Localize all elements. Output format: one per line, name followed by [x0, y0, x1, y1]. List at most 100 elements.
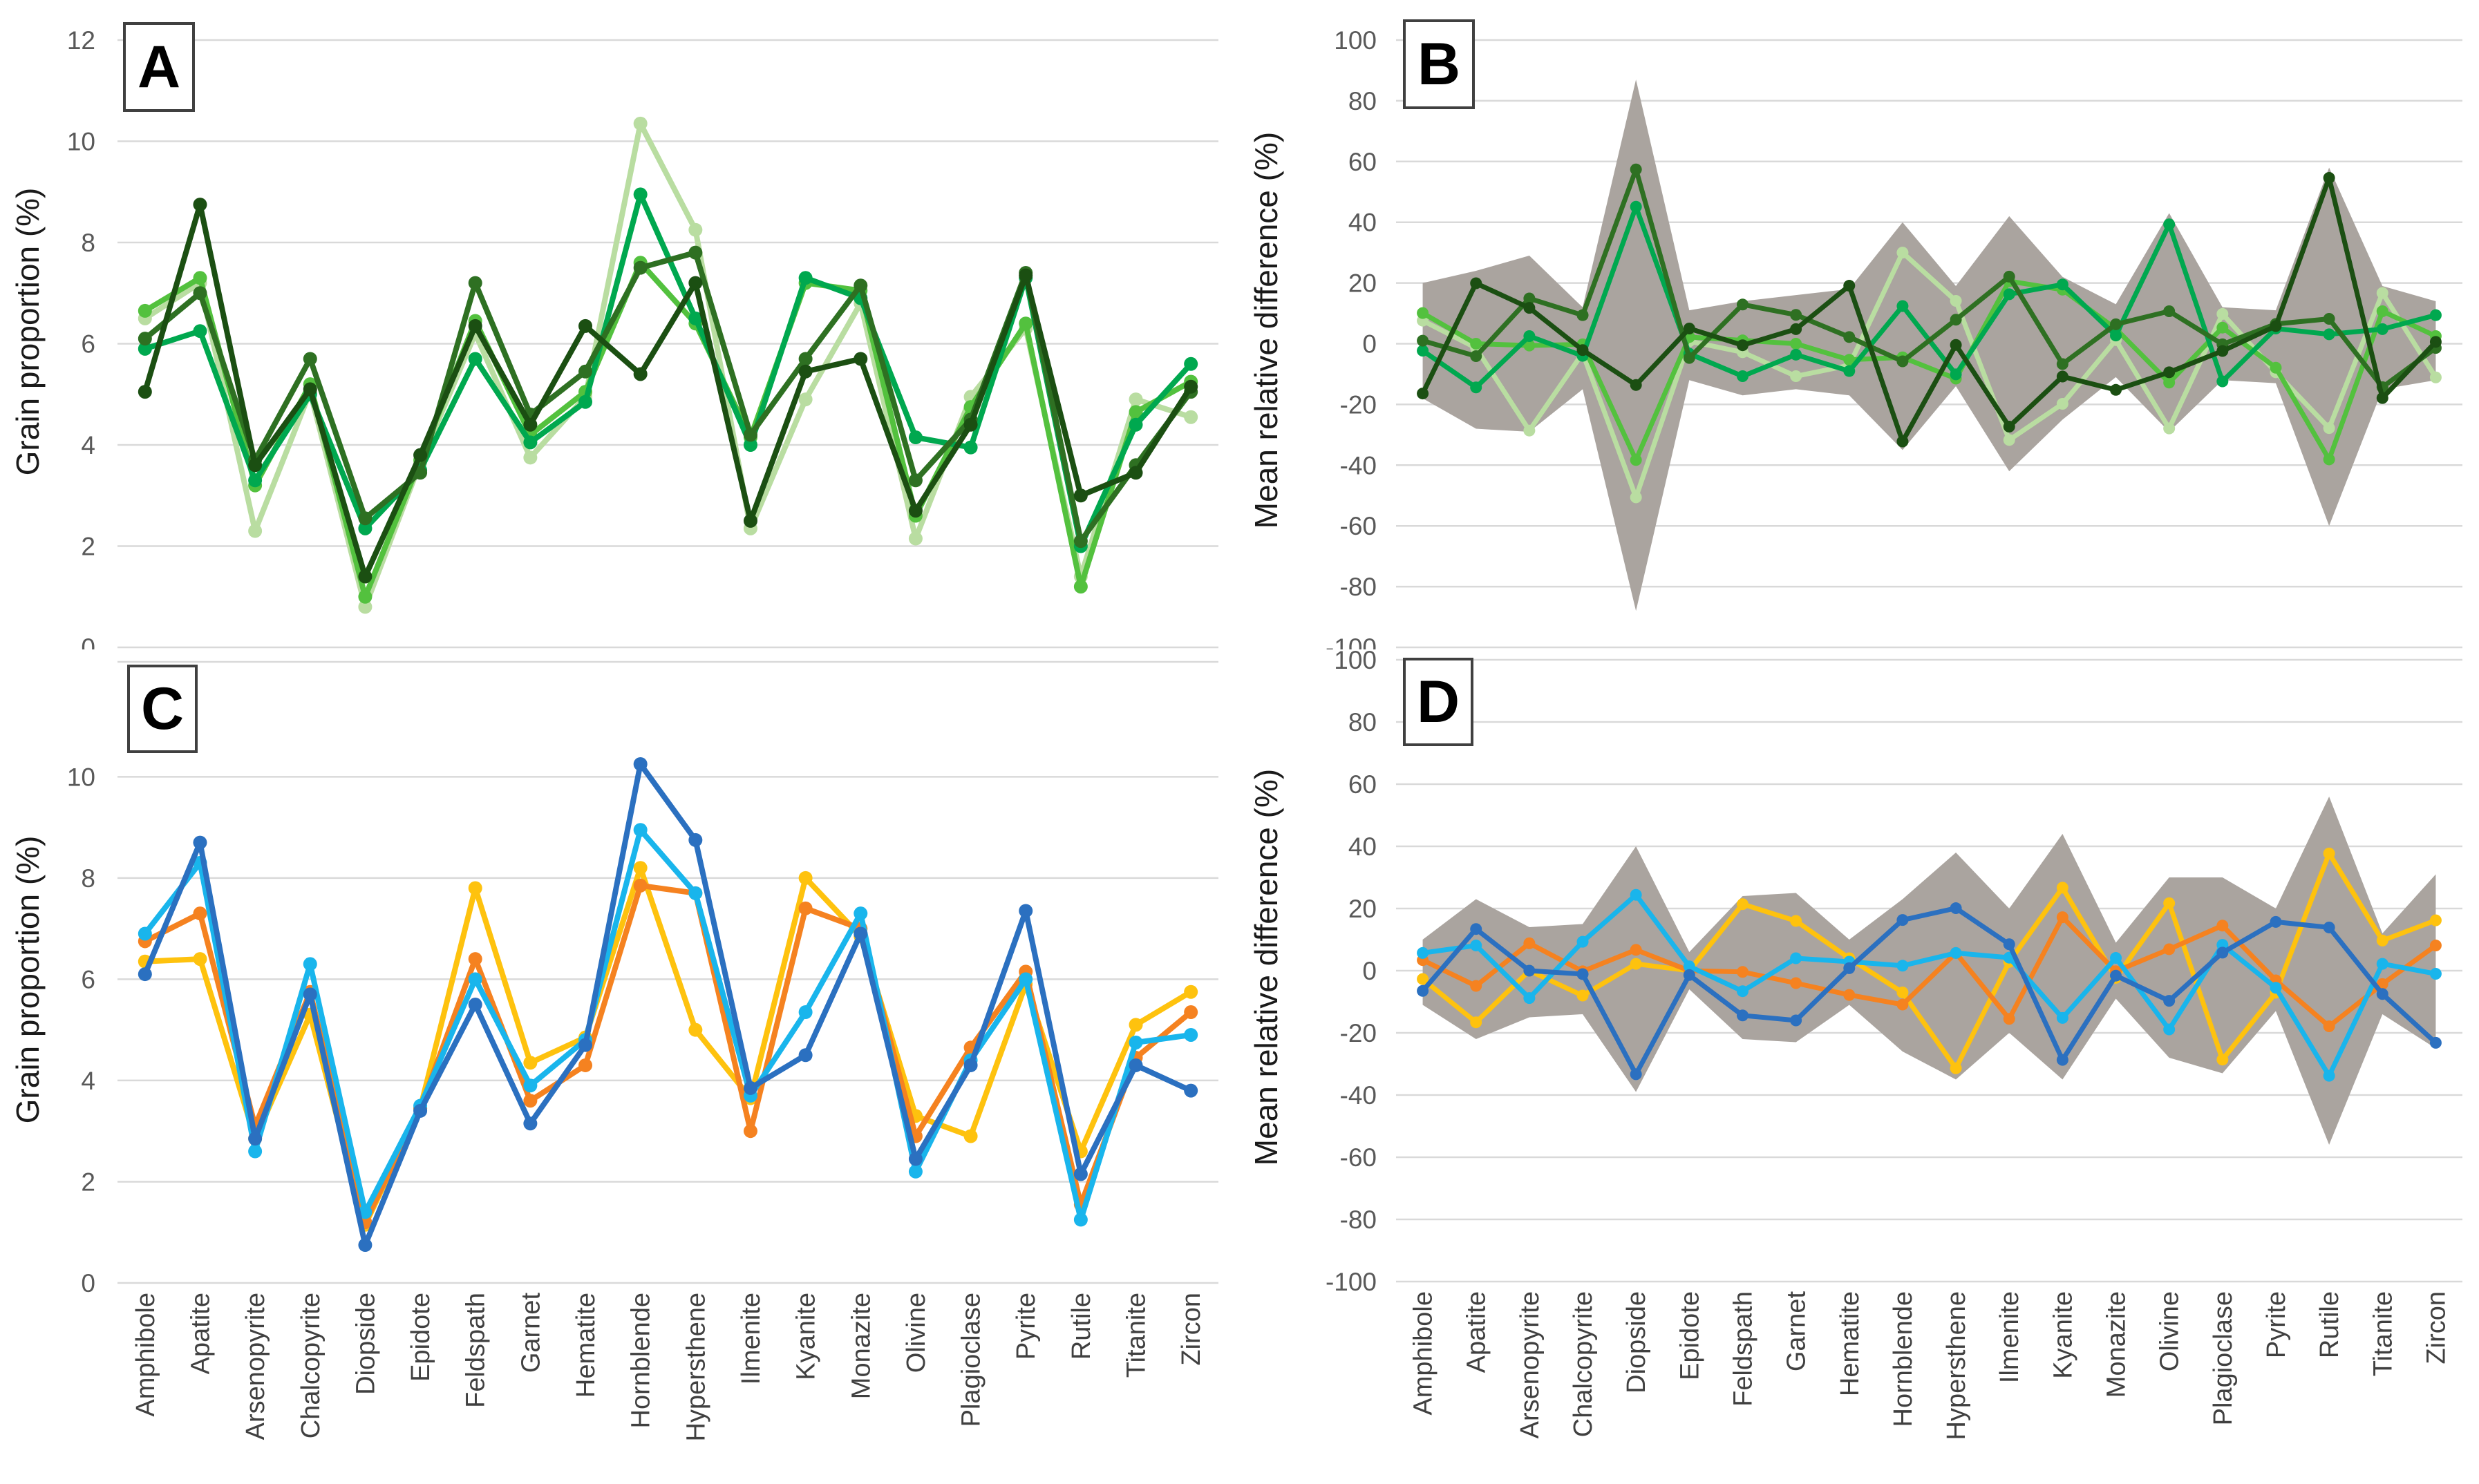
light-blue-point [2270, 982, 2282, 994]
orange-point [2323, 1020, 2335, 1033]
x-category-label: Titanite [1122, 1293, 1151, 1378]
dark-green-point [854, 278, 868, 293]
x-category-label: Hematite [572, 1293, 601, 1398]
x-category-label: Olivine [2156, 1291, 2185, 1371]
y-tick-label: 10 [67, 128, 95, 156]
orange-line [142, 882, 1194, 1226]
light-green-point [358, 589, 373, 604]
emerald-green-point [963, 440, 978, 455]
x-category-label: Feldspath [1728, 1291, 1757, 1407]
pale-green-point [2163, 422, 2176, 435]
x-category-label: Kyanite [792, 1293, 821, 1380]
light-blue-point [1736, 985, 1749, 998]
x-category-label: Titanite [2368, 1291, 2397, 1376]
y-tick-label: 6 [81, 330, 95, 359]
x-category-label: Chalcopyrite [296, 1293, 326, 1438]
light-green-point [2376, 305, 2388, 317]
x-category-label: Olivine [902, 1293, 931, 1373]
blue-point [1896, 914, 1909, 926]
pale-green-point [358, 600, 373, 614]
band-envelope [1422, 797, 2436, 1145]
y-tick-label: -60 [1340, 512, 1377, 540]
x-category-label: Garnet [1782, 1291, 1811, 1372]
light-blue-point [1790, 952, 1802, 964]
x-category-label: Rutile [2315, 1291, 2344, 1358]
x-category-label: Feldspath [462, 1293, 491, 1408]
yellow-point [2429, 914, 2442, 926]
yellow-point [1896, 987, 1909, 998]
yellow-point [523, 1056, 538, 1070]
dark-green-point [2163, 305, 2176, 317]
pale-green-point [1523, 424, 1536, 437]
x-category-label: Plagioclase [2209, 1291, 2238, 1425]
light-blue-point [1470, 940, 1482, 952]
light-blue-point [1523, 992, 1536, 1005]
emerald-green-point [2376, 323, 2388, 335]
x-category-label: Hypersthene [681, 1293, 710, 1441]
x-category-label: Hornblende [1889, 1291, 1918, 1427]
dark-green-point [1630, 163, 1642, 175]
light-blue-point [2163, 1023, 2176, 1036]
darkest-green-point [1019, 268, 1033, 283]
y-tick-label: 8 [81, 864, 95, 893]
blue-line [142, 761, 1194, 1248]
dark-green-point [468, 276, 482, 290]
darkest-green-point [193, 198, 207, 212]
orange-point [633, 878, 648, 893]
y-tick-label: 60 [1348, 148, 1377, 176]
emerald-green-point [248, 473, 263, 488]
band-envelope [1422, 79, 2436, 611]
darkest-green-point [1683, 323, 1695, 335]
orange-point [193, 906, 207, 921]
x-category-label: Hematite [1836, 1291, 1865, 1396]
panel-a-label-box: A [123, 22, 195, 112]
y-tick-label: -20 [1340, 390, 1377, 419]
dark-green-point [193, 286, 207, 301]
darkest-green-point [908, 504, 923, 518]
orange-point [1184, 1005, 1198, 1020]
emerald-green-point [908, 430, 923, 445]
y-tick-label: 20 [1348, 269, 1377, 298]
darkest-green-point [1896, 435, 1909, 448]
panel-a-y-axis-title: Grain proportion (%) [10, 187, 46, 476]
light-blue-line [142, 827, 1194, 1223]
pale-green-point [1896, 247, 1909, 259]
darkest-green-point [798, 364, 813, 379]
emerald-green-point [1129, 417, 1143, 432]
pale-green-point [1950, 295, 1962, 307]
emerald-green-point [1417, 345, 1429, 357]
yellow-point [2163, 897, 2176, 909]
x-category-label: Garnet [516, 1293, 545, 1373]
darkest-green-point [1470, 277, 1482, 289]
x-category-label: Pyrite [1012, 1293, 1041, 1360]
y-tick-label: 0 [1362, 330, 1377, 359]
pale-green-point [2376, 287, 2388, 299]
blue-point [798, 1048, 813, 1063]
x-category-label: Rutile [1067, 1293, 1096, 1360]
blue-point [1184, 1083, 1198, 1098]
orange-point [2216, 920, 2229, 932]
x-category-label: Amphibole [131, 1293, 160, 1417]
x-category-label: Monazite [847, 1293, 876, 1399]
dark-green-point [578, 364, 593, 379]
x-category-label: Arsenopyrite [1516, 1291, 1545, 1438]
darkest-green-point [1950, 339, 1962, 351]
blue-point [523, 1116, 538, 1131]
orange-point [1523, 937, 1536, 949]
panel-a-chart: 12 10 8 6 4 2 0 [67, 26, 1218, 649]
light-blue-point [798, 1005, 813, 1020]
darkest-green-point [743, 513, 757, 528]
emerald-green-point [1896, 300, 1909, 312]
blue-point [2163, 995, 2176, 1007]
panel-c: 10 8 6 4 2 0 Amphibole Apatite Arsenopyrite Chalc… [0, 649, 1240, 1484]
dark-green-point [633, 260, 648, 275]
x-category-label: Epidote [406, 1293, 435, 1382]
x-category-label: Epidote [1675, 1291, 1704, 1380]
orange-point [798, 901, 813, 915]
light-green-point [2216, 321, 2229, 334]
orange-point [1843, 989, 1856, 1001]
light-green-point [193, 271, 207, 285]
light-blue-point [1073, 1212, 1088, 1227]
blue-point [1129, 1058, 1143, 1072]
dark-green-point [138, 332, 152, 346]
